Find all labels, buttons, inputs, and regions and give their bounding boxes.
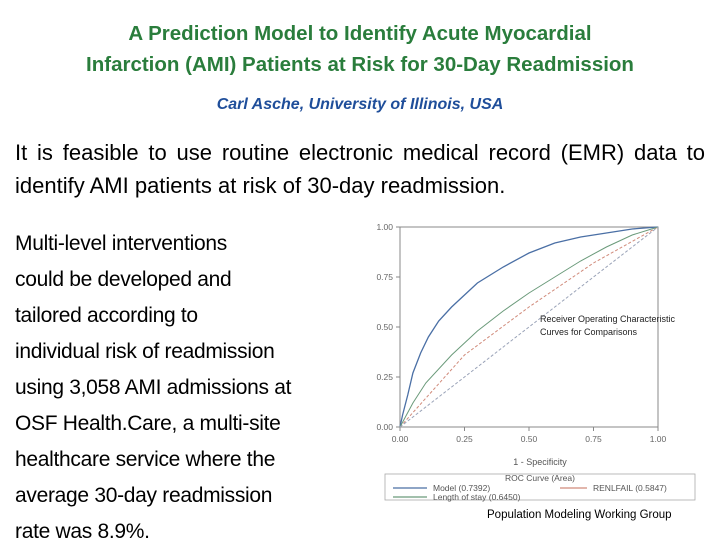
legend-label-los: Length of stay (0.6450) <box>433 492 521 502</box>
y-tick-label: 0.50 <box>376 322 393 332</box>
body-line: Multi-level interventions <box>15 232 227 255</box>
roc-series-line <box>399 226 659 428</box>
lead-text: It is feasible to use routine electronic… <box>15 140 705 198</box>
legend-label-renlfail: RENLFAIL (0.5847) <box>593 483 667 493</box>
body-text: Multi-level interventions could be devel… <box>15 226 355 550</box>
y-tick-label: 0.25 <box>376 372 393 382</box>
roc-series-line <box>399 226 659 428</box>
y-tick-labels: 0.00 0.25 0.50 0.75 1.00 <box>376 222 400 432</box>
chart-annotation-line-2: Curves for Comparisons <box>540 327 638 337</box>
legend-entry-model: Model (0.7392) <box>393 483 490 493</box>
y-tick-label: 0.00 <box>376 422 393 432</box>
roc-chart: 0.00 0.25 0.50 0.75 1.00 0.00 0.25 0.50 0.75 1.0… <box>376 222 696 502</box>
y-tick-label: 1.00 <box>376 222 393 232</box>
y-tick-label: 0.75 <box>376 272 393 282</box>
body-line: healthcare service where the <box>15 448 276 471</box>
legend-entry-renlfail: RENLFAIL (0.5847) <box>560 483 667 493</box>
x-axis-label: 1 - Specificity <box>513 457 567 467</box>
title-line-2: Infarction (AMI) Patients at Risk for 30… <box>86 53 634 76</box>
body-line: rate was 8.9%. <box>15 520 150 543</box>
roc-series-line <box>399 226 659 428</box>
footer-credit: Population Modeling Working Group <box>487 509 672 521</box>
body-line: OSF Health.Care, a multi-site <box>15 412 281 435</box>
author-line: Carl Asche, University of Illinois, USA <box>216 96 504 113</box>
x-tick-label: 1.00 <box>650 434 667 444</box>
slide-title: A Prediction Model to Identify Acute Myo… <box>10 18 710 80</box>
body-line: individual risk of readmission <box>15 340 275 363</box>
body-line: using 3,058 AMI admissions at <box>15 376 292 399</box>
legend-label-model: Model (0.7392) <box>433 483 490 493</box>
body-line: tailored according to <box>15 304 198 327</box>
reference-diagonal-line <box>399 226 659 428</box>
legend-entry-los: Length of stay (0.6450) <box>393 492 521 502</box>
legend-box <box>384 473 696 501</box>
x-tick-label: 0.75 <box>585 434 602 444</box>
body-line: average 30-day readmission <box>15 484 273 507</box>
body-line: could be developed and <box>15 268 232 291</box>
series-layer <box>399 226 659 428</box>
chart-annotation-line-1: Receiver Operating Characteristic <box>540 314 676 324</box>
x-tick-label: 0.00 <box>392 434 409 444</box>
x-tick-label: 0.25 <box>456 434 473 444</box>
x-tick-labels: 0.00 0.25 0.50 0.75 1.00 <box>392 427 667 444</box>
title-line-1: A Prediction Model to Identify Acute Myo… <box>128 22 592 45</box>
legend-title: ROC Curve (Area) <box>505 473 575 483</box>
x-tick-label: 0.50 <box>521 434 538 444</box>
